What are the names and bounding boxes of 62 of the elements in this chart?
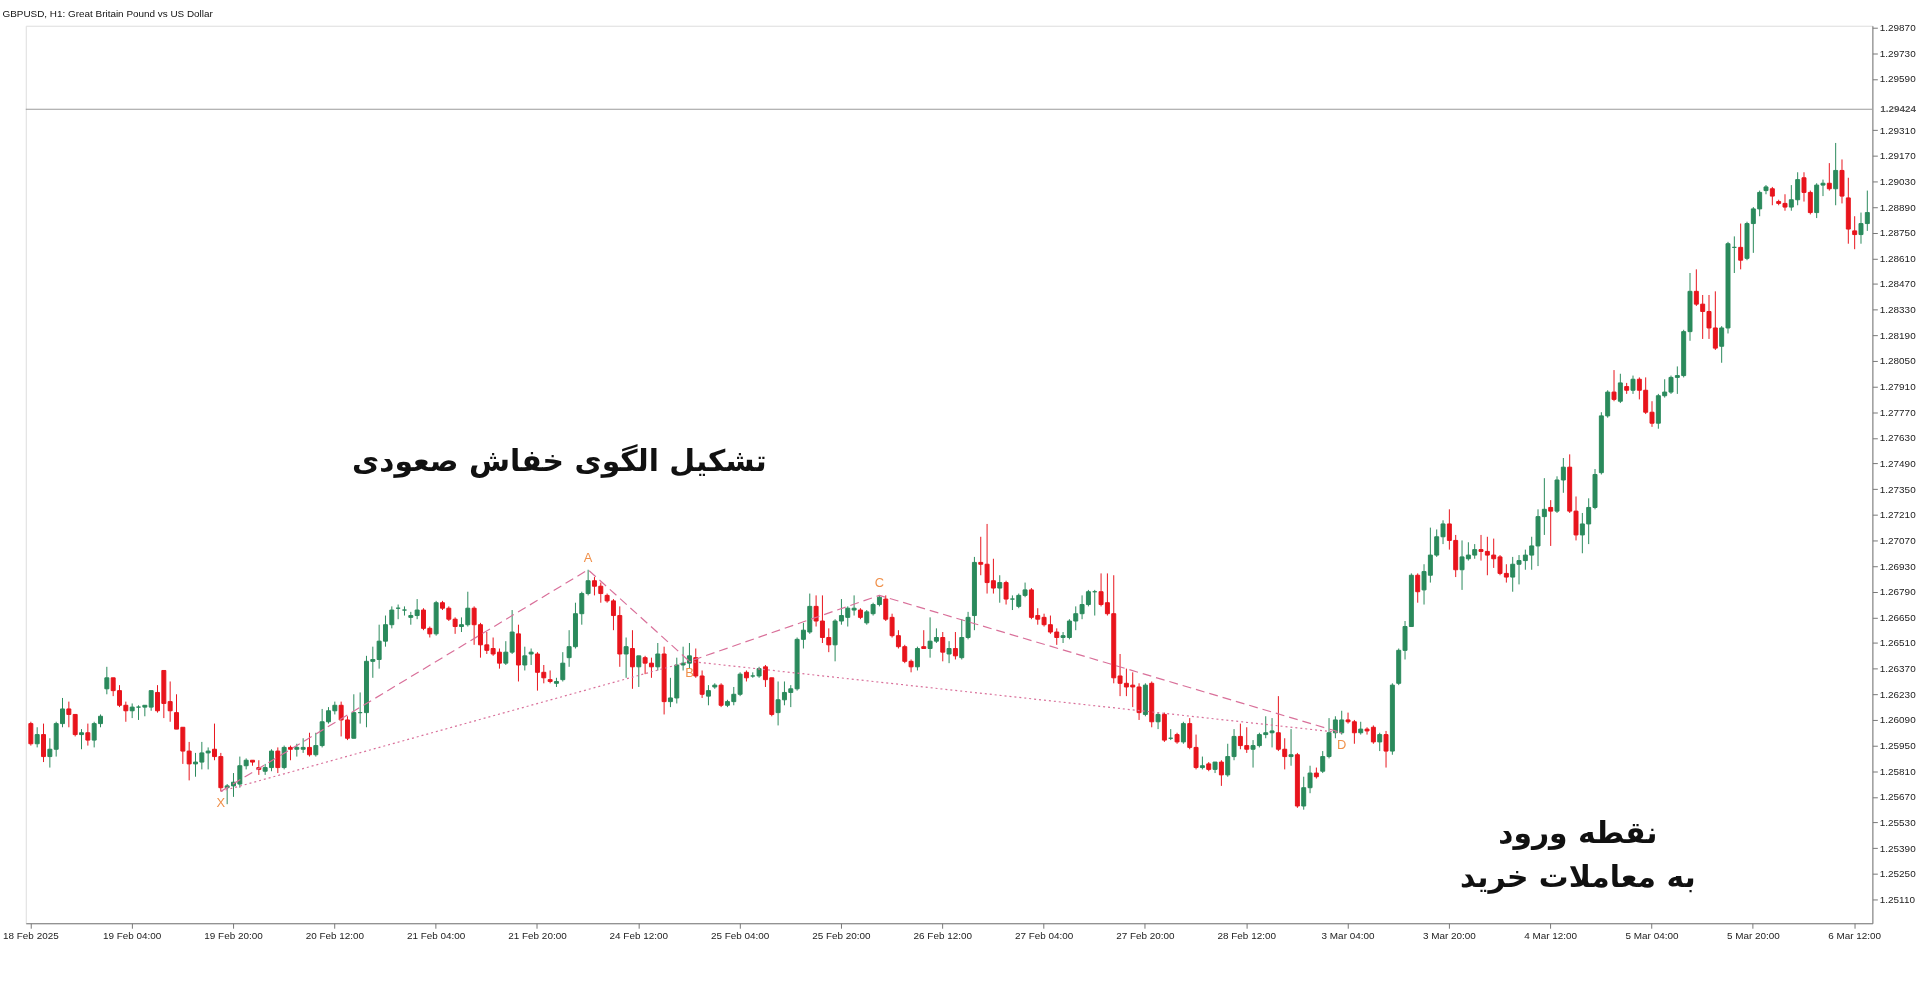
y-tick-label: 1.28190 [1879,329,1917,341]
annotation: C [874,575,885,591]
x-tick-label: 6 Mar 12:00 [1828,929,1882,941]
y-tick-label: 1.27070 [1879,534,1917,546]
y-tick-label: 1.25110 [1879,893,1916,905]
x-tick-label: 27 Feb 20:00 [1116,929,1176,941]
annotation: A [583,549,593,565]
y-tick-label: 1.28610 [1879,252,1917,264]
y-tick-label: 1.27770 [1879,406,1917,418]
x-tick-label: 21 Feb 04:00 [406,929,466,941]
x-tick-label: 21 Feb 20:00 [508,929,568,941]
y-tick-label: 1.27210 [1879,509,1917,521]
annotation: نقطه ورود به معاملات خرید [1460,814,1696,894]
x-tick-label: 5 Mar 04:00 [1625,929,1679,941]
chart-title: GBPUSD, H1: Great Britain Pound vs US Dollar [2,7,214,19]
y-tick-label: 1.26930 [1879,560,1917,572]
y-tick-label: 1.27910 [1879,381,1917,393]
x-tick-label: 25 Feb 20:00 [812,929,872,941]
y-tick-label: 1.29030 [1879,175,1917,187]
y-tick-label: 1.25670 [1879,791,1917,803]
x-tick-label: 20 Feb 12:00 [305,929,365,941]
x-tick-label: 19 Feb 04:00 [102,929,162,941]
y-tick-label: 1.26650 [1879,611,1917,623]
annotation: D [1337,736,1347,752]
y-tick-label: 1.29310 [1879,124,1917,136]
annotation: B [685,665,694,681]
y-tick-label: 1.28890 [1879,201,1917,213]
x-tick-label: 4 Mar 12:00 [1524,929,1578,941]
x-tick-label: 25 Feb 04:00 [710,929,770,941]
y-tick-label: 1.25810 [1879,765,1917,777]
y-tick-label: 1.28330 [1879,304,1917,316]
y-tick-label: 1.27490 [1879,457,1917,469]
y-tick-label: 1.25950 [1879,740,1917,752]
annotation: X [216,795,226,811]
x-tick-label: 24 Feb 12:00 [609,929,669,941]
y-tick-label: 1.29870 [1879,22,1917,34]
annotation: تشکیل الگوی خفاش صعودی [351,443,767,479]
x-tick-label: 26 Feb 12:00 [913,929,973,941]
y-tick-label: 1.29590 [1879,73,1917,85]
x-tick-label: 28 Feb 12:00 [1217,929,1277,941]
y-tick-label: 1.28750 [1879,227,1917,239]
ref-line-label: 1.29424 [1880,103,1917,115]
x-tick-label: 5 Mar 20:00 [1726,929,1781,941]
y-tick-label: 1.26370 [1879,663,1917,675]
y-tick-label: 1.25390 [1879,842,1917,854]
x-tick-label: 3 Mar 04:00 [1321,929,1375,941]
y-tick-label: 1.26090 [1879,714,1917,726]
y-tick-label: 1.28470 [1879,278,1917,290]
x-tick-label: 19 Feb 20:00 [204,929,264,941]
y-tick-label: 1.27350 [1879,483,1917,495]
y-tick-label: 1.27630 [1879,432,1917,444]
x-tick-label: 18 Feb 2025 [3,929,60,941]
y-tick-label: 1.26510 [1879,637,1917,649]
y-tick-label: 1.29170 [1879,150,1917,162]
y-tick-label: 1.28050 [1879,355,1917,367]
y-tick-label: 1.26790 [1879,586,1917,598]
y-tick-label: 1.25250 [1879,868,1917,880]
y-tick-label: 1.25530 [1879,816,1917,828]
x-tick-label: 3 Mar 20:00 [1422,929,1477,941]
x-tick-label: 27 Feb 04:00 [1014,929,1074,941]
y-tick-label: 1.29730 [1879,47,1917,59]
y-tick-label: 1.26230 [1879,688,1917,700]
